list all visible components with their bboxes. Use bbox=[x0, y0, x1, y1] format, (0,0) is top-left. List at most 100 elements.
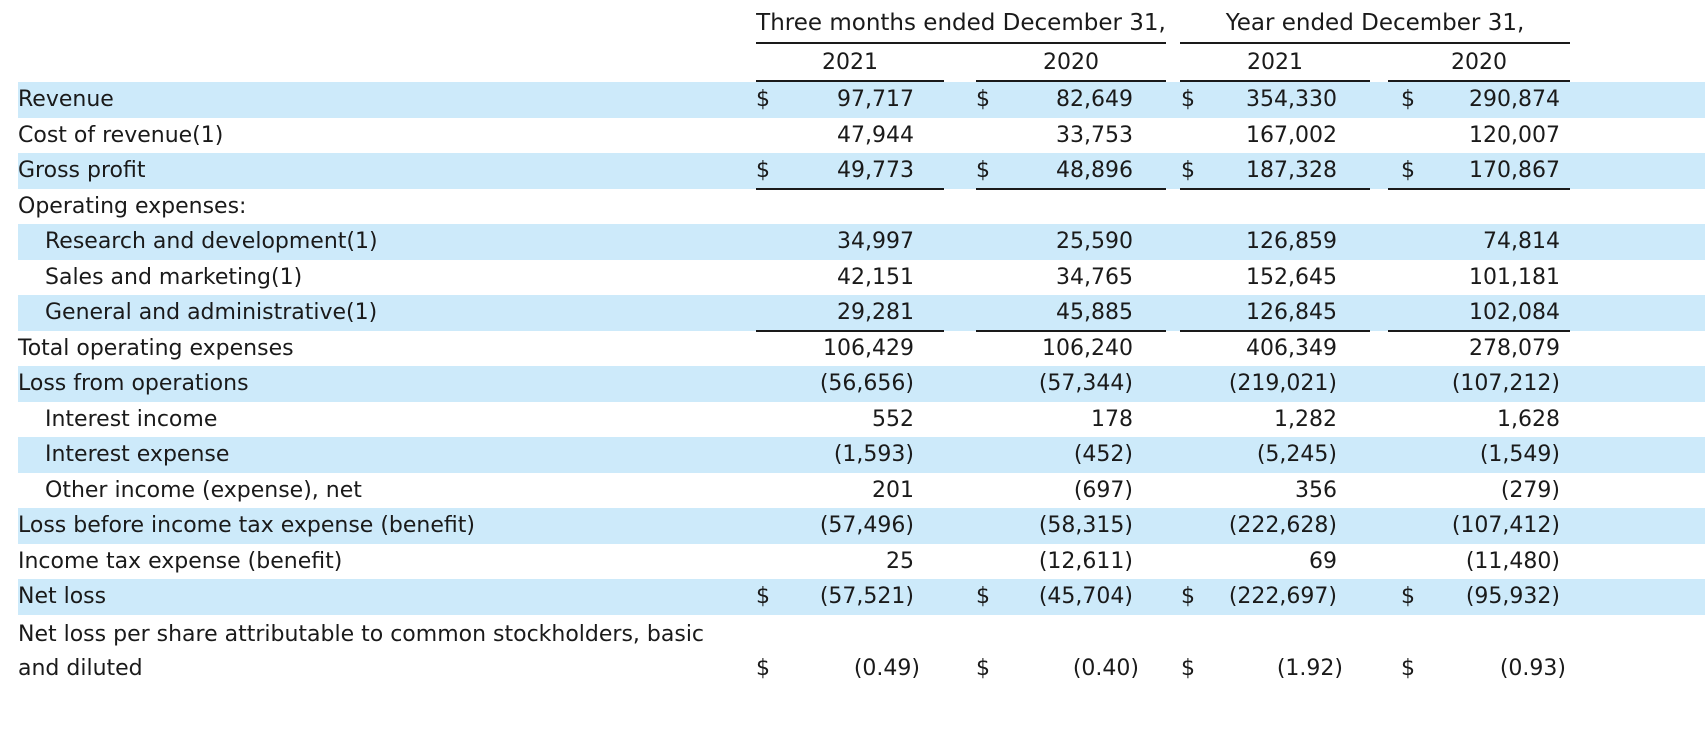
header-rule-year bbox=[1180, 42, 1570, 44]
row-label: Research and development(1) bbox=[45, 229, 378, 254]
currency-symbol: $ bbox=[976, 87, 990, 112]
row-label: Operating expenses: bbox=[18, 193, 247, 219]
currency-symbol: $ bbox=[1181, 584, 1195, 609]
subtotal-rule bbox=[976, 188, 1166, 190]
year-header-q-2020: 2020 bbox=[1043, 50, 1099, 75]
eps-label-line1: Net loss per share attributable to commo… bbox=[18, 622, 705, 647]
eps-value: (0.40) bbox=[1072, 656, 1139, 681]
currency-symbol: $ bbox=[1181, 656, 1195, 681]
currency-symbol: $ bbox=[1181, 87, 1195, 112]
row-value bbox=[973, 189, 1133, 225]
row-value: 47,944 bbox=[837, 122, 914, 148]
row-value: 34,997 bbox=[837, 229, 914, 254]
row-value: (279) bbox=[1500, 477, 1560, 503]
row-value: (56,656) bbox=[819, 371, 914, 396]
eps-value: (1.92) bbox=[1276, 656, 1343, 681]
subtotal-rule bbox=[756, 188, 944, 190]
table-row: Total operating expenses 106,429 106,240 40… bbox=[18, 331, 1705, 367]
table-row: Loss from operations (56,656) (57,344) (219… bbox=[18, 366, 1705, 402]
table-row: Interest expense (1,593) (452) (5,245) (1,54… bbox=[18, 437, 1705, 473]
row-value: (107,212) bbox=[1451, 371, 1560, 396]
row-value bbox=[754, 189, 914, 225]
row-value: 29,281 bbox=[837, 300, 914, 325]
table-row: Sales and marketing(1) 42,151 34,765 152,64… bbox=[18, 260, 1705, 296]
row-value: 33,753 bbox=[1056, 122, 1133, 148]
row-value: (45,704) bbox=[1038, 584, 1133, 609]
subtotal-rule bbox=[756, 330, 944, 332]
row-label: Sales and marketing(1) bbox=[45, 264, 303, 290]
row-label: General and administrative(1) bbox=[45, 300, 378, 325]
currency-symbol: $ bbox=[1401, 158, 1415, 183]
header-three-months: Three months ended December 31, bbox=[756, 10, 1166, 36]
row-value: 45,885 bbox=[1056, 300, 1133, 325]
table-row: Income tax expense (benefit) 25 (12,611) 69… bbox=[18, 544, 1705, 580]
row-value: 152,645 bbox=[1246, 264, 1337, 290]
row-value: 74,814 bbox=[1483, 229, 1560, 254]
row-value: 106,429 bbox=[823, 335, 914, 361]
row-value: 101,181 bbox=[1469, 264, 1560, 290]
row-value: 356 bbox=[1295, 477, 1337, 503]
currency-symbol: $ bbox=[1401, 584, 1415, 609]
table-row: Operating expenses: bbox=[18, 189, 1705, 225]
row-value: (219,021) bbox=[1228, 371, 1337, 396]
table-row: Net loss $ (57,521) $ (45,704) $ (222,697) $ (95… bbox=[18, 579, 1705, 615]
row-value: 406,349 bbox=[1246, 335, 1337, 361]
currency-symbol: $ bbox=[756, 158, 770, 183]
eps-label-line2: and diluted bbox=[18, 656, 143, 681]
table-row: General and administrative(1) 29,281 45,88… bbox=[18, 295, 1705, 331]
year-header-y-2020: 2020 bbox=[1451, 50, 1507, 75]
header-rule-quarter bbox=[756, 42, 1166, 44]
row-value: 290,874 bbox=[1469, 87, 1560, 112]
subtotal-rule bbox=[976, 330, 1166, 332]
row-value: 34,765 bbox=[1056, 264, 1133, 290]
row-value: (57,496) bbox=[819, 513, 914, 538]
row-label: Net loss bbox=[18, 584, 107, 609]
year-rule-q-2021 bbox=[756, 80, 944, 82]
row-value: 167,002 bbox=[1246, 122, 1337, 148]
row-value bbox=[1400, 189, 1560, 225]
row-value: (1,593) bbox=[833, 442, 914, 467]
row-value: (57,521) bbox=[819, 584, 914, 609]
table-row: Cost of revenue(1) 47,944 33,753 167,002 120… bbox=[18, 118, 1705, 154]
row-value: (1,549) bbox=[1479, 442, 1560, 467]
subtotal-rule bbox=[1180, 188, 1370, 190]
row-value: (107,412) bbox=[1451, 513, 1560, 538]
row-value: (58,315) bbox=[1038, 513, 1133, 538]
row-value: (222,628) bbox=[1228, 513, 1337, 538]
year-rule-y-2020 bbox=[1388, 80, 1570, 82]
subtotal-rule bbox=[1388, 188, 1570, 190]
table-row: Research and development(1) 34,997 25,590 1… bbox=[18, 224, 1705, 260]
year-rule-y-2021 bbox=[1180, 80, 1370, 82]
row-value: (222,697) bbox=[1228, 584, 1337, 609]
year-header-y-2021: 2021 bbox=[1247, 50, 1303, 75]
row-value: 82,649 bbox=[1056, 87, 1133, 112]
currency-symbol: $ bbox=[756, 656, 770, 681]
row-value: 126,859 bbox=[1246, 229, 1337, 254]
row-value: (5,245) bbox=[1256, 442, 1337, 467]
row-value: 25,590 bbox=[1056, 229, 1133, 254]
table-row: Other income (expense), net 201 (697) 356 (2… bbox=[18, 473, 1705, 509]
eps-value: (0.49) bbox=[853, 656, 920, 681]
eps-value: (0.93) bbox=[1499, 656, 1566, 681]
row-value: (452) bbox=[1073, 442, 1133, 467]
currency-symbol: $ bbox=[1181, 158, 1195, 183]
row-value: (697) bbox=[1073, 477, 1133, 503]
row-value: 120,007 bbox=[1469, 122, 1560, 148]
header-year-ended: Year ended December 31, bbox=[1225, 10, 1525, 36]
subtotal-rule bbox=[1180, 330, 1370, 332]
row-value: 48,896 bbox=[1056, 158, 1133, 183]
row-label: Income tax expense (benefit) bbox=[18, 548, 343, 574]
row-value: 278,079 bbox=[1469, 335, 1560, 361]
table-row: Loss before income tax expense (benefit)… bbox=[18, 508, 1705, 544]
row-label: Loss before income tax expense (benefit) bbox=[18, 513, 475, 538]
row-value: 49,773 bbox=[837, 158, 914, 183]
row-value: 178 bbox=[1091, 406, 1133, 432]
row-label: Cost of revenue(1) bbox=[18, 122, 224, 148]
row-label: Interest expense bbox=[45, 442, 230, 467]
row-label: Total operating expenses bbox=[18, 335, 294, 361]
row-value: (11,480) bbox=[1465, 548, 1560, 574]
currency-symbol: $ bbox=[1401, 87, 1415, 112]
row-label: Loss from operations bbox=[18, 371, 249, 396]
currency-symbol: $ bbox=[1401, 656, 1415, 681]
row-value: (57,344) bbox=[1038, 371, 1133, 396]
